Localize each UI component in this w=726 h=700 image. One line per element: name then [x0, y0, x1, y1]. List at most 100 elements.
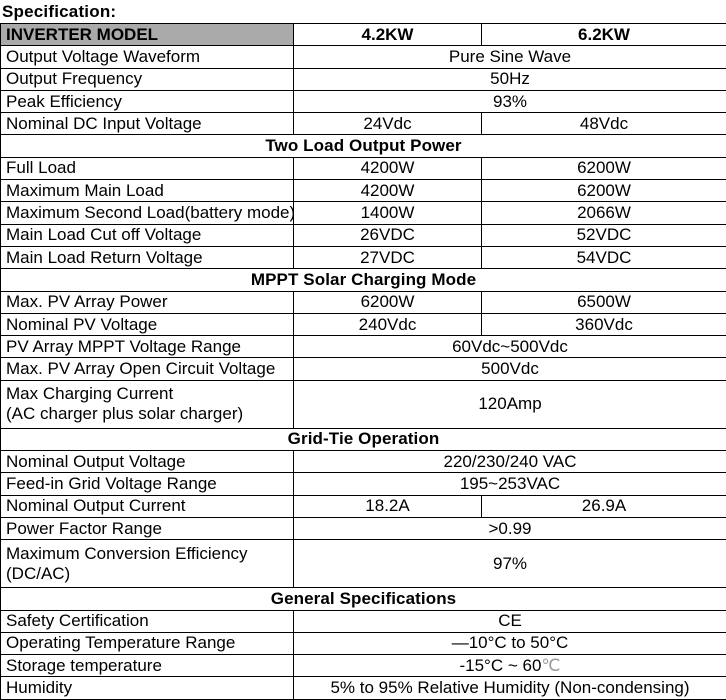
- spec-value-merged: 500Vdc: [294, 358, 726, 380]
- spec-value-merged: -15°C ~ 60℃: [294, 655, 726, 677]
- spec-value-text: 120Amp: [478, 394, 541, 413]
- spec-value-6-2kw: 54VDC: [482, 246, 726, 268]
- spec-value-text: 50Hz: [490, 69, 530, 88]
- spec-label-text: Max. PV Array Open Circuit Voltage: [6, 359, 293, 379]
- spec-value-4-2kw: 26VDC: [294, 224, 482, 246]
- section-title: General Specifications: [1, 588, 726, 610]
- spec-row: Nominal Output Voltage 220/230/240 VAC: [1, 451, 726, 473]
- spec-label-cell: Nominal PV Voltage: [1, 313, 294, 335]
- spec-label-text-line2: (AC charger plus solar charger): [6, 404, 293, 424]
- spec-label-cell: Operating Temperature Range: [1, 632, 294, 654]
- spec-value-4-2kw: 4200W: [294, 180, 482, 202]
- spec-value-4-2kw: 24Vdc: [294, 113, 482, 135]
- spec-value-6-2kw: 52VDC: [482, 224, 726, 246]
- spec-label-cell: PV Array MPPT Voltage Range: [1, 336, 294, 358]
- spec-label-text: Max Charging Current: [6, 384, 293, 404]
- spec-label-text: Nominal DC Input Voltage: [6, 114, 293, 134]
- spec-label-cell: Output Voltage Waveform: [1, 46, 294, 68]
- section-title: MPPT Solar Charging Mode: [1, 269, 726, 291]
- spec-row: Operating Temperature Range —10°C to 50°C: [1, 632, 726, 654]
- spec-label-text: Output Frequency: [6, 69, 293, 89]
- spec-table: INVERTER MODEL 4.2KW 6.2KW Output Voltag…: [0, 23, 726, 700]
- spec-label-text: Output Voltage Waveform: [6, 47, 293, 67]
- spec-value-merged: Pure Sine Wave: [294, 46, 726, 68]
- spec-label-cell: Main Load Return Voltage: [1, 246, 294, 268]
- spec-value-6-2kw: 6500W: [482, 291, 726, 313]
- spec-label-text: Nominal Output Current: [6, 496, 293, 516]
- spec-value-merged: 50Hz: [294, 68, 726, 90]
- spec-label-cell: Max Charging Current(AC charger plus sol…: [1, 380, 294, 428]
- spec-label-text: Storage temperature: [6, 656, 293, 676]
- spec-label-cell: Power Factor Range: [1, 517, 294, 539]
- spec-row: Output Frequency 50Hz: [1, 68, 726, 90]
- spec-label-cell: Safety Certification: [1, 610, 294, 632]
- spec-row: Humidity 5% to 95% Relative Humidity (Non…: [1, 677, 726, 699]
- spec-value-text: 97%: [493, 554, 527, 573]
- spec-value-merged: 5% to 95% Relative Humidity (Non-condens…: [294, 677, 726, 699]
- spec-value-merged: 60Vdc~500Vdc: [294, 336, 726, 358]
- spec-value-merged: 195~253VAC: [294, 473, 726, 495]
- spec-label-cell: Nominal DC Input Voltage: [1, 113, 294, 135]
- spec-value-text: CE: [498, 611, 522, 630]
- page-title: Specification:: [0, 0, 726, 23]
- spec-value-6-2kw: 2066W: [482, 202, 726, 224]
- spec-row: Max. PV Array Open Circuit Voltage 500Vdc: [1, 358, 726, 380]
- spec-label-text: Feed-in Grid Voltage Range: [6, 474, 293, 494]
- spec-value-6-2kw: 360Vdc: [482, 313, 726, 335]
- spec-value-text: 195~253VAC: [460, 474, 560, 493]
- spec-value-text: —10°C to 50°C: [452, 633, 569, 652]
- spec-value-merged: —10°C to 50°C: [294, 632, 726, 654]
- spec-row: Storage temperature-15°C ~ 60℃: [1, 655, 726, 677]
- spec-label-text: Main Load Return Voltage: [6, 248, 293, 268]
- spec-value-text: Pure Sine Wave: [449, 47, 571, 66]
- spec-label-text: PV Array MPPT Voltage Range: [6, 337, 293, 357]
- spec-row: Safety Certification CE: [1, 610, 726, 632]
- spec-label-cell: Feed-in Grid Voltage Range: [1, 473, 294, 495]
- spec-label-cell: Nominal Output Current: [1, 495, 294, 517]
- spec-label-text-line2: (DC/AC): [6, 564, 293, 584]
- model-column-header-4-2kw: 4.2KW: [294, 24, 482, 46]
- spec-value-6-2kw: 48Vdc: [482, 113, 726, 135]
- spec-label-cell: Maximum Main Load: [1, 180, 294, 202]
- spec-row: Power Factor Range >0.99: [1, 517, 726, 539]
- spec-value-text: 5% to 95% Relative Humidity (Non-condens…: [330, 678, 689, 697]
- spec-value-text: 500Vdc: [481, 359, 539, 378]
- spec-label-cell: Output Frequency: [1, 68, 294, 90]
- section-title: Two Load Output Power: [1, 135, 726, 157]
- spec-value-merged: CE: [294, 610, 726, 632]
- spec-value-4-2kw: 1400W: [294, 202, 482, 224]
- spec-label-text: Main Load Cut off Voltage: [6, 225, 293, 245]
- spec-label-cell: Max. PV Array Open Circuit Voltage: [1, 358, 294, 380]
- spec-label-text: Maximum Second Load(battery mode): [6, 203, 293, 223]
- spec-value-text: 220/230/240 VAC: [444, 452, 577, 471]
- spec-value-merged: 97%: [294, 540, 726, 588]
- spec-label-text: Nominal PV Voltage: [6, 315, 293, 335]
- spec-value-merged: 220/230/240 VAC: [294, 451, 726, 473]
- spec-row: Feed-in Grid Voltage Range 195~253VAC: [1, 473, 726, 495]
- spec-label-cell: Nominal Output Voltage: [1, 451, 294, 473]
- spec-value-text: >0.99: [488, 519, 531, 538]
- table-header-row: INVERTER MODEL 4.2KW 6.2KW: [1, 24, 726, 46]
- spec-row: Maximum Conversion Efficiency(DC/AC)97%: [1, 540, 726, 588]
- spec-label-cell: Full Load: [1, 157, 294, 179]
- spec-row: Output Voltage Waveform Pure Sine Wave: [1, 46, 726, 68]
- spec-label-cell: Maximum Second Load(battery mode): [1, 202, 294, 224]
- spec-value-4-2kw: 6200W: [294, 291, 482, 313]
- spec-label-text: Max. PV Array Power: [6, 292, 293, 312]
- section-header-row: MPPT Solar Charging Mode: [1, 269, 726, 291]
- spec-label-cell: Humidity: [1, 677, 294, 699]
- spec-label-cell: Main Load Cut off Voltage: [1, 224, 294, 246]
- spec-label-text: Humidity: [6, 678, 293, 698]
- spec-label-text: Power Factor Range: [6, 519, 293, 539]
